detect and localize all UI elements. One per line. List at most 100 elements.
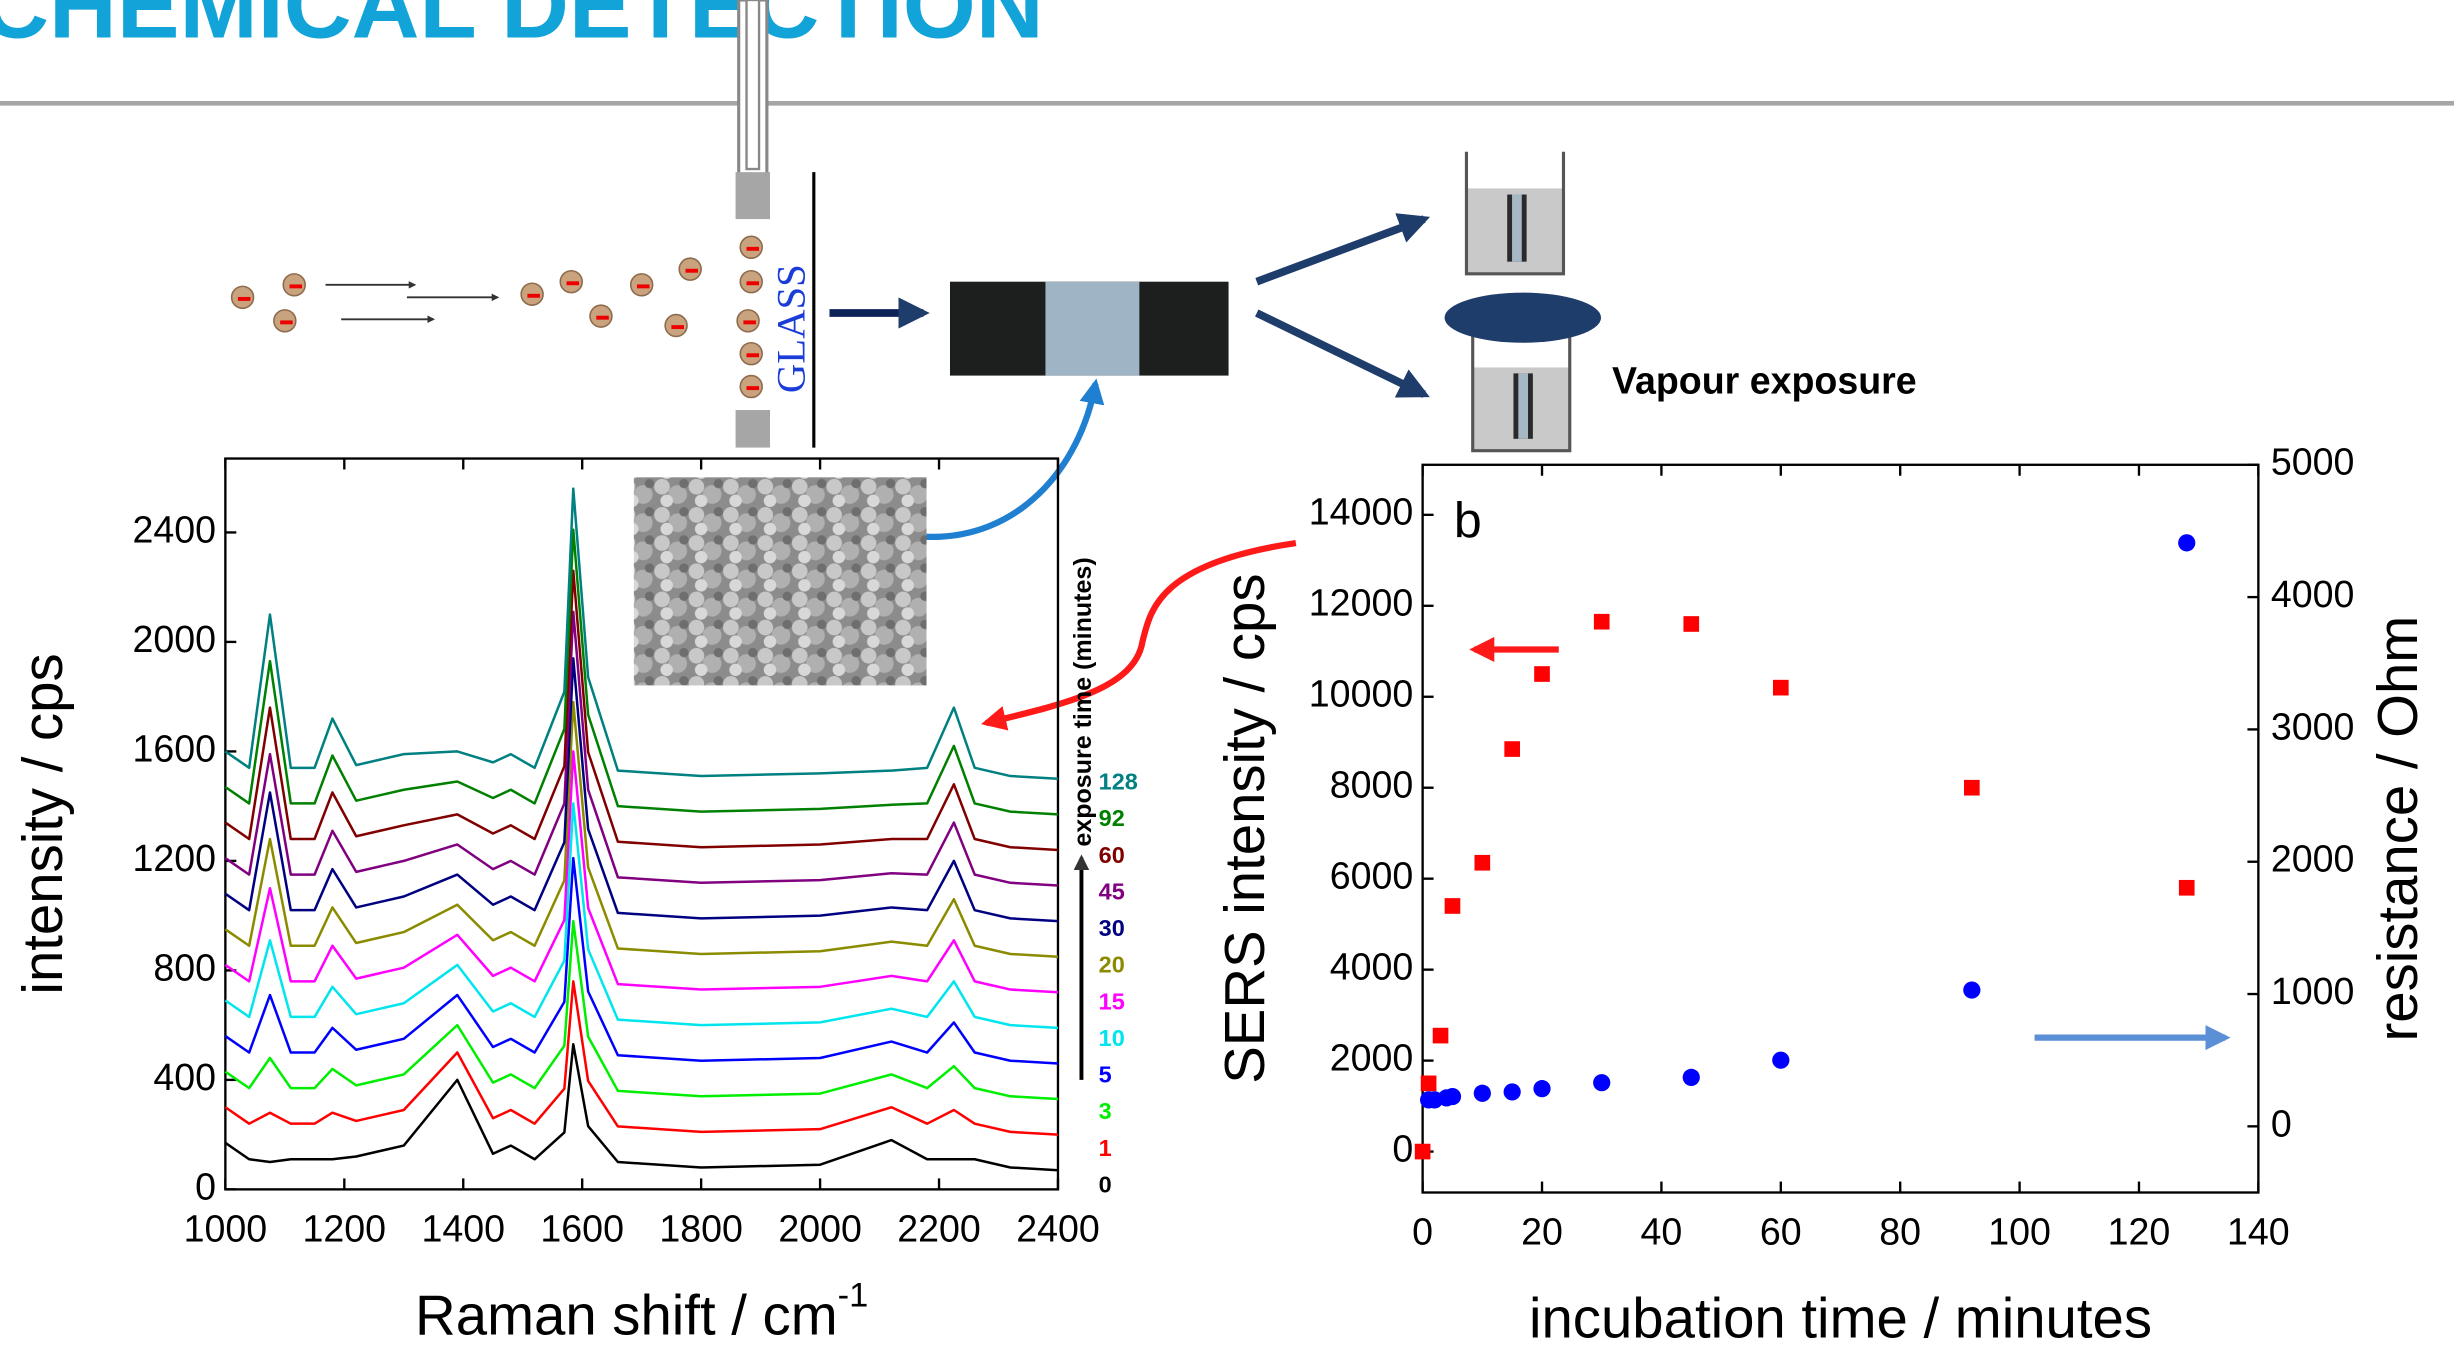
x-tick-label: 2200 [897, 1208, 981, 1250]
spectrum-line [224, 980, 1059, 1136]
data-point [1432, 1027, 1449, 1044]
data-point [2178, 534, 2196, 552]
x-tick-label: 120 [2108, 1211, 2171, 1253]
x-tick-label: 100 [1988, 1211, 2051, 1253]
tube-inner [745, 0, 761, 171]
sample-stripe [1512, 194, 1522, 262]
data-point [1682, 1068, 1700, 1087]
spectrum-line [224, 919, 1059, 1101]
y-tick-label: 0 [1392, 1127, 1413, 1169]
data-point [1683, 616, 1700, 632]
data-point [1443, 1087, 1462, 1106]
beaker-lid [1444, 292, 1602, 343]
y-tick-label: 2400 [132, 508, 216, 550]
glass-label: GLASS [768, 264, 813, 393]
legend-label: 92 [1099, 805, 1125, 831]
x-tick-label: 1200 [303, 1208, 387, 1250]
y-tick-label: 1600 [132, 727, 216, 769]
sem-image [633, 477, 927, 686]
spectrum-line [224, 856, 1059, 1065]
spectrum-line [224, 750, 1059, 994]
x-axis-label: Raman shift / cm-1 [415, 1276, 868, 1346]
spectrum-line [224, 657, 1059, 923]
tube-block [735, 172, 771, 220]
beaker [1471, 331, 1572, 453]
data-point [1504, 741, 1520, 757]
x-tick-label: 1800 [659, 1208, 743, 1250]
data-point [1964, 779, 1980, 796]
y2-tick-label: 2000 [2271, 838, 2355, 880]
spectrum-line [224, 528, 1059, 816]
data-point [1473, 1084, 1491, 1102]
y-tick-label: 6000 [1330, 855, 1414, 897]
data-point [1420, 1075, 1437, 1092]
legend-label: 3 [1099, 1098, 1112, 1124]
y2-tick-label: 1000 [2271, 970, 2355, 1012]
spectrum-line [224, 487, 1059, 781]
x-tick-label: 80 [1879, 1211, 1921, 1253]
data-point [1593, 613, 1610, 630]
y-tick-label: 1200 [132, 837, 216, 879]
data-point [1533, 1080, 1551, 1098]
legend-label: 60 [1099, 842, 1125, 868]
link-arrow [981, 539, 1297, 731]
sample-stripe [1518, 373, 1529, 439]
data-point [1593, 1074, 1611, 1092]
x-tick-label: 2000 [778, 1208, 862, 1250]
beaker [1464, 151, 1566, 276]
plot-frame [1421, 463, 2260, 1194]
y2-tick-label: 0 [2271, 1102, 2292, 1144]
data-point [1444, 898, 1461, 914]
data-point [1503, 1083, 1521, 1101]
x-tick-label: 20 [1521, 1211, 1563, 1253]
y-tick-label: 800 [153, 946, 216, 988]
legend-label: 5 [1099, 1062, 1112, 1088]
y-tick-label: 2000 [132, 618, 216, 660]
y2-tick-label: 5000 [2271, 441, 2355, 483]
data-point [1534, 666, 1550, 682]
y-tick-label: 14000 [1309, 491, 1413, 533]
x-tick-label: 1400 [421, 1208, 505, 1250]
vapour-label: Vapour exposure [1612, 359, 1917, 401]
x-tick-label: 1000 [184, 1208, 268, 1250]
data-point [1474, 854, 1491, 871]
data-point [2178, 879, 2195, 896]
data-point [1963, 981, 1981, 999]
y2-tick-label: 3000 [2271, 705, 2355, 747]
y-tick-label: 4000 [1330, 946, 1414, 988]
x-tick-label: 0 [1412, 1211, 1433, 1253]
legend-label: 128 [1099, 769, 1138, 795]
x-tick-label: 1600 [540, 1208, 624, 1250]
y2-axis-label: resistance / Ohm [2366, 616, 2429, 1042]
legend-label: 30 [1099, 915, 1125, 941]
spectrum-line [224, 569, 1059, 852]
x-tick-label: 140 [2227, 1211, 2290, 1253]
data-point [1772, 679, 1789, 696]
data-point [1414, 1143, 1431, 1160]
split-arrow [1255, 213, 1431, 286]
x-tick-label: 2400 [1016, 1208, 1100, 1250]
spectrum-line [224, 610, 1059, 887]
y-tick-label: 8000 [1330, 764, 1414, 806]
slide-title: CHEMICAL DETECTION [0, 0, 1044, 57]
legend-label: 1 [1099, 1135, 1112, 1161]
spectrum-line [224, 700, 1059, 958]
legend-label: 0 [1099, 1171, 1112, 1197]
panel-label: b [1454, 492, 1482, 548]
x-axis-label: incubation time / minutes [1529, 1286, 2152, 1349]
y-tick-label: 10000 [1309, 673, 1413, 715]
legend-label: 45 [1099, 878, 1125, 904]
y-tick-label: 400 [153, 1056, 216, 1098]
spectrum-line [224, 1043, 1059, 1172]
x-axis-label-superscript: -1 [838, 1276, 869, 1314]
x-tick-label: 60 [1760, 1211, 1802, 1253]
link-arrow [926, 378, 1105, 540]
data-point [1772, 1051, 1790, 1069]
y-axis-label: SERS intensity / cps [1213, 574, 1276, 1084]
legend-label: 10 [1099, 1025, 1125, 1051]
y-tick-label: 2000 [1330, 1037, 1414, 1079]
legend-label: 15 [1099, 988, 1125, 1014]
y-tick-label: 0 [195, 1165, 216, 1207]
